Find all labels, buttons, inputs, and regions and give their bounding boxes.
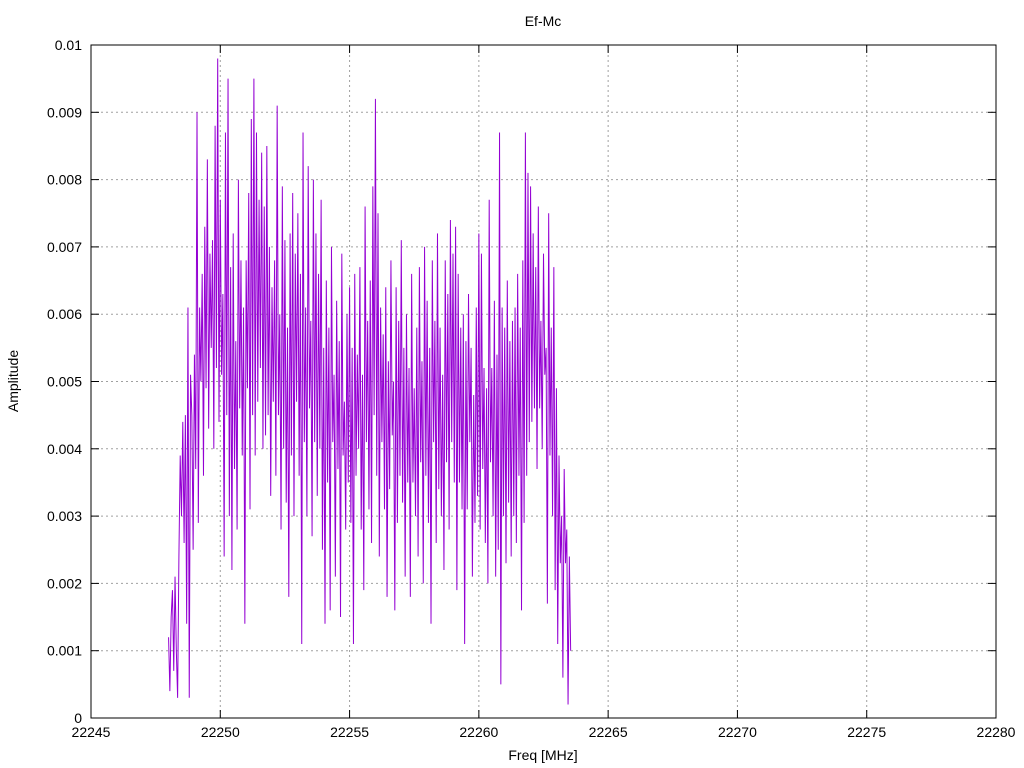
x-tick-label: 22260	[459, 724, 498, 740]
y-tick-label: 0.004	[47, 441, 82, 457]
y-axis-title: Amplitude	[5, 350, 21, 412]
x-tick-label: 22255	[330, 724, 369, 740]
y-tick-label: 0.001	[47, 643, 82, 659]
y-tick-label: 0.005	[47, 374, 82, 390]
x-axis-title: Freq [MHz]	[508, 747, 577, 763]
x-tick-label: 22245	[72, 724, 111, 740]
series-line-0	[168, 58, 572, 705]
y-tick-label: 0.009	[47, 104, 82, 120]
y-tick-label: 0	[74, 710, 82, 726]
x-tick-label: 22275	[847, 724, 886, 740]
y-tick-label: 0.002	[47, 575, 82, 591]
x-tick-label: 22270	[718, 724, 757, 740]
chart-title: Ef-Mc	[525, 13, 562, 29]
y-tick-label: 0.006	[47, 306, 82, 322]
x-tick-label: 22280	[977, 724, 1016, 740]
series-layer	[168, 58, 572, 705]
x-tick-label: 22250	[201, 724, 240, 740]
tick-marks	[90, 44, 997, 719]
y-tick-label: 0.01	[55, 37, 82, 53]
y-tick-label: 0.007	[47, 239, 82, 255]
tick-labels: 22245 22250 22255 22260 22265 22270 22275 22280…	[47, 37, 1016, 740]
y-tick-label: 0.008	[47, 172, 82, 188]
x-tick-label: 22265	[589, 724, 628, 740]
y-tick-label: 0.003	[47, 508, 82, 524]
